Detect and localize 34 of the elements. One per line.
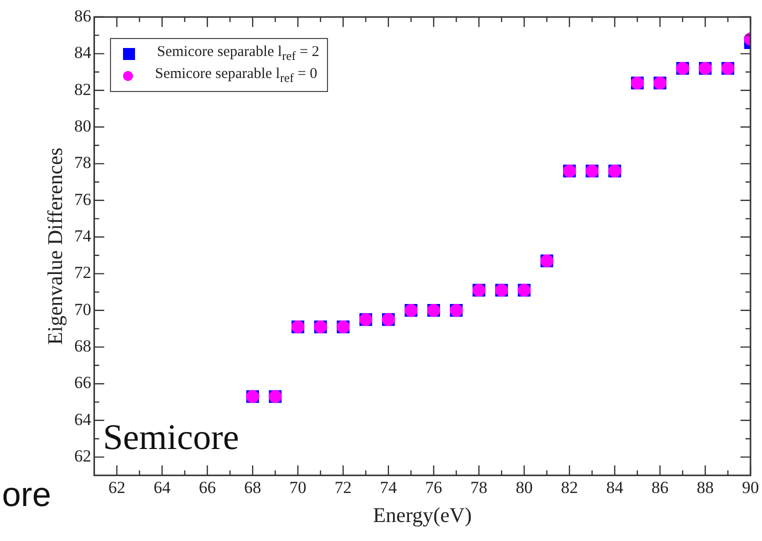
y-tick-label: 86 bbox=[74, 6, 92, 26]
y-tick-label: 70 bbox=[74, 300, 92, 319]
y-tick-label: 82 bbox=[74, 80, 92, 99]
x-tick-label: 62 bbox=[108, 478, 126, 498]
y-tick-label: 84 bbox=[74, 43, 92, 62]
text: ore bbox=[2, 476, 52, 515]
x-tick-label: 84 bbox=[606, 478, 624, 498]
x-tick-label: 80 bbox=[516, 478, 533, 498]
x-tick-label: 88 bbox=[696, 478, 714, 498]
x-tick-label: 72 bbox=[334, 478, 352, 498]
y-tick-label: 78 bbox=[74, 153, 92, 172]
y-tick-label: 80 bbox=[74, 116, 92, 136]
y-tick-label: 76 bbox=[74, 190, 92, 209]
x-tick-label: 66 bbox=[198, 478, 216, 498]
x-tick-label: 90 bbox=[742, 478, 759, 498]
x-tick-label: 78 bbox=[470, 478, 488, 498]
x-tick-label: 74 bbox=[380, 478, 398, 498]
x-tick-label: 82 bbox=[560, 478, 578, 498]
y-tick-label: 64 bbox=[74, 410, 92, 429]
y-axis-title: Eigenvalue Differences bbox=[43, 148, 68, 345]
x-tick-label: 86 bbox=[651, 478, 668, 498]
x-tick-label: 64 bbox=[154, 478, 172, 498]
y-tick-label: 74 bbox=[74, 226, 92, 246]
annotation: Semicore bbox=[103, 416, 239, 458]
y-tick-label: 68 bbox=[74, 336, 92, 356]
x-axis-title: Energy(eV) bbox=[372, 502, 472, 527]
legend-label: Semicore separable l$_{ref}$ = 2 bbox=[157, 44, 320, 64]
x-tick-label: 68 bbox=[244, 478, 262, 498]
y-tick-label: 62 bbox=[74, 446, 92, 466]
y-tick-label: 72 bbox=[74, 263, 92, 282]
x-tick-label: 70 bbox=[289, 478, 306, 498]
legend-label: Semicore separable l$_{ref}$ = 0 bbox=[155, 66, 318, 86]
y-tick-label: 66 bbox=[74, 373, 92, 392]
x-tick-label: 76 bbox=[425, 478, 442, 498]
